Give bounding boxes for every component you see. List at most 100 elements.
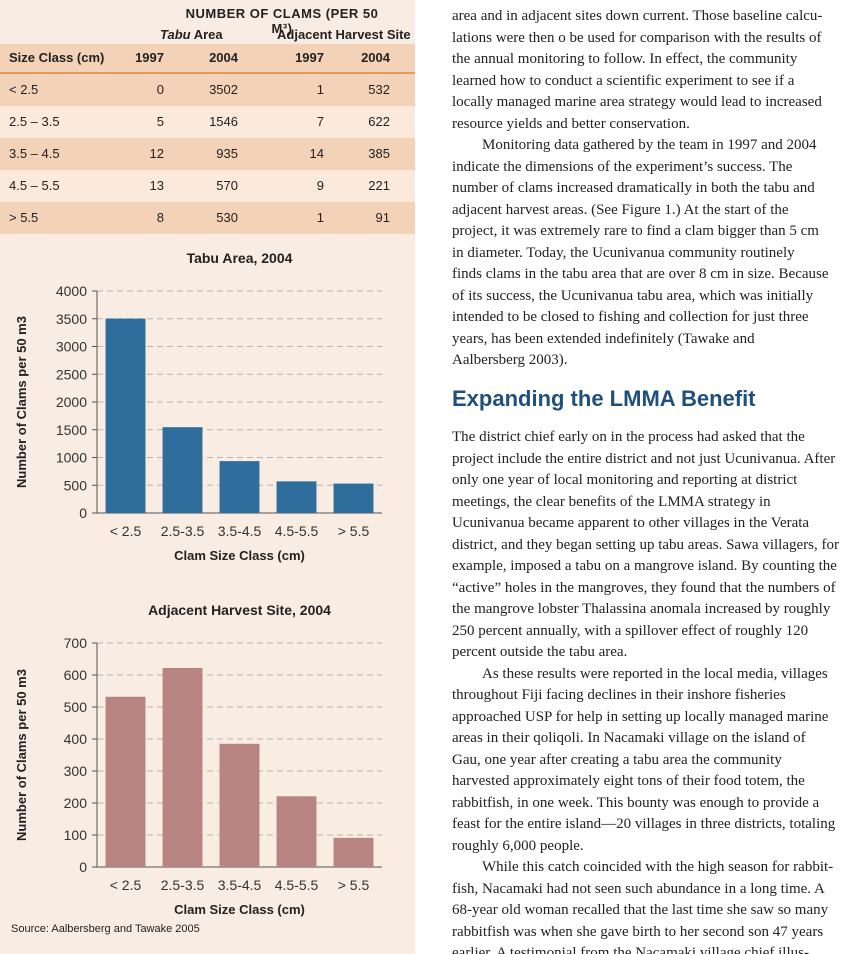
adjacent-y-tick-label: 100 — [64, 827, 88, 843]
tabu-chart-title: Tabu Area, 2004 — [187, 250, 293, 266]
column-header: 1997 — [295, 50, 324, 65]
table-cell: 5 — [156, 114, 164, 129]
text-line: project, it was extremely rare to find a… — [452, 223, 819, 239]
table-cell: 3502 — [209, 82, 238, 97]
text-line: While this catch coincided with the high… — [482, 859, 834, 875]
adjacent-y-tick-label: 300 — [64, 763, 88, 779]
adjacent-x-tick-label: < 2.5 — [110, 877, 142, 893]
tabu-y-tick-label: 2000 — [56, 394, 87, 410]
adjacent-y-tick-label: 700 — [64, 635, 88, 651]
table-cell: 12 — [149, 146, 164, 161]
column-header: 2004 — [209, 50, 238, 65]
text-line: finds clams in the tabu area that are ov… — [452, 266, 829, 282]
text-line: area and in adjacent sites down current.… — [452, 8, 823, 24]
adjacent-bar — [219, 743, 260, 867]
text-line: learned how to conduct a scientific expe… — [452, 72, 795, 89]
tabu-y-axis-label: Number of Clams per 50 m3 — [14, 316, 29, 488]
adjacent-x-axis-label: Clam Size Class (cm) — [174, 902, 305, 917]
tabu-bar — [333, 483, 374, 513]
paragraph-1: area and in adjacent sites down current.… — [452, 6, 829, 372]
tabu-bar — [276, 481, 317, 513]
adjacent-y-tick-label: 600 — [64, 667, 88, 683]
tabu-y-tick-label: 0 — [79, 505, 87, 521]
text-line: adjacent harvest areas. (See Figure 1.) … — [452, 201, 789, 218]
text-line: meetings, the clear benefits of the LMMA… — [452, 493, 771, 510]
table-cell: 532 — [368, 82, 390, 97]
adjacent-harvest-chart: Adjacent Harvest Site, 2004 0 100 200 300 400… — [14, 602, 382, 917]
text-line: indicate the dimensions of the experimen… — [452, 158, 793, 175]
table-cell: 622 — [368, 114, 390, 129]
paragraph-3: The district chief early on in the proce… — [452, 427, 839, 954]
table-cell: 9 — [316, 178, 324, 193]
tabu-bar — [162, 427, 203, 513]
text-line: The district chief early on in the proce… — [452, 429, 805, 445]
tabu-x-tick-label: > 5.5 — [338, 523, 370, 539]
table-row: > 5.5 8 530 1 91 — [0, 202, 415, 234]
tabu-x-tick-label: 3.5-4.5 — [218, 523, 262, 539]
text-line: Gau, one year after creating a tabu area… — [452, 751, 782, 768]
tabu-y-tick-label: 3000 — [56, 339, 87, 355]
tabu-x-tick-label: 2.5-3.5 — [161, 523, 205, 539]
text-line: rabbitfish was when she gave birth to he… — [452, 923, 824, 940]
tabu-area-chart: Tabu Area, 2004 0 500 1000 1500 2000 2500 3000 3… — [14, 250, 382, 563]
text-line: locally managed marine area strategy wou… — [452, 94, 822, 110]
column-header: 2004 — [361, 50, 390, 65]
text-line: 250 percent annually, with a spillover e… — [452, 622, 809, 639]
table-cell: 1546 — [209, 114, 238, 129]
table-cell: 0 — [156, 82, 164, 97]
tabu-x-tick-label: 4.5-5.5 — [275, 523, 319, 539]
text-line: the annual monitoring to follow. In effe… — [452, 51, 798, 67]
adjacent-bar — [276, 796, 317, 867]
text-line: fish, Nacamaki had not seen such abundan… — [452, 880, 825, 897]
table-header-row: Size Class (cm) 1997 2004 1997 2004 — [0, 44, 415, 74]
table-cell: 935 — [216, 146, 238, 161]
tabu-x-tick-label: < 2.5 — [110, 523, 142, 539]
adjacent-chart-title: Adjacent Harvest Site, 2004 — [148, 602, 331, 618]
text-line: lations were then o be used for comparis… — [452, 29, 822, 46]
table-cell: 3.5 – 4.5 — [9, 146, 60, 161]
table-cell: 8 — [156, 210, 164, 225]
table-group-adjacent: Adjacent Harvest Site — [277, 27, 411, 42]
column-header: Size Class (cm) — [9, 50, 105, 65]
text-line: intended to be closed to fishing and col… — [452, 309, 809, 325]
tabu-y-tick-label: 2500 — [56, 366, 87, 382]
section-heading: Expanding the LMMA Benefit — [452, 386, 756, 411]
text-line: Aalbersberg 2003). — [452, 352, 568, 368]
table-cell: 570 — [216, 178, 238, 193]
text-line: resource yields and better conservation. — [452, 115, 690, 132]
text-line: roughly 6,000 people. — [452, 837, 584, 854]
text-line: harvested approximately eight tons of th… — [452, 773, 805, 789]
table-cell: 14 — [309, 146, 324, 161]
tabu-y-tick-label: 1500 — [56, 422, 87, 438]
tabu-y-tick-label: 3500 — [56, 311, 87, 327]
adjacent-x-tick-label: 3.5-4.5 — [218, 877, 262, 893]
column-header: 1997 — [135, 50, 164, 65]
table-cell: 2.5 – 3.5 — [9, 114, 60, 129]
table-cell: 7 — [316, 114, 324, 129]
adjacent-y-tick-label: 400 — [64, 731, 88, 747]
article-column: area and in adjacent sites down current.… — [452, 0, 850, 954]
table-row: 3.5 – 4.5 12 935 14 385 — [0, 138, 415, 170]
text-line: district, and they began setting up tabu… — [452, 536, 839, 553]
table-cell: 221 — [368, 178, 390, 193]
tabu-bar — [219, 461, 260, 513]
text-line: earlier. A testimonial from the Nacamaki… — [452, 945, 809, 954]
source-note: Source: Aalbersberg and Tawake 2005 — [11, 923, 200, 935]
adjacent-y-tick-label: 500 — [64, 699, 88, 715]
tabu-y-tick-label: 4000 — [56, 283, 87, 299]
text-line: percent outside the tabu area. — [452, 644, 628, 660]
text-line: of its success, the Ucunivanua tabu area… — [452, 287, 814, 304]
adjacent-y-tick-label: 0 — [79, 859, 87, 875]
text-line: As these results were reported in the lo… — [482, 665, 828, 682]
text-line: feast for the entire island—20 villages … — [452, 816, 836, 832]
text-line: 68-year old woman recalled that the last… — [452, 902, 829, 918]
table-cell: 4.5 – 5.5 — [9, 178, 60, 193]
text-line: rabbitfish, in one week. This bounty was… — [452, 794, 820, 811]
text-line: approached USP for help in setting up lo… — [452, 708, 829, 725]
text-line: throughout Fiji facing declines in their… — [452, 687, 786, 703]
table-group-tabu: Tabu Area — [160, 27, 223, 42]
adjacent-x-tick-label: > 5.5 — [338, 877, 370, 893]
table-cell: 13 — [149, 178, 164, 193]
table-cell: 91 — [375, 210, 390, 225]
text-line: in diameter. Today, the Ucunivanua commu… — [452, 244, 795, 261]
